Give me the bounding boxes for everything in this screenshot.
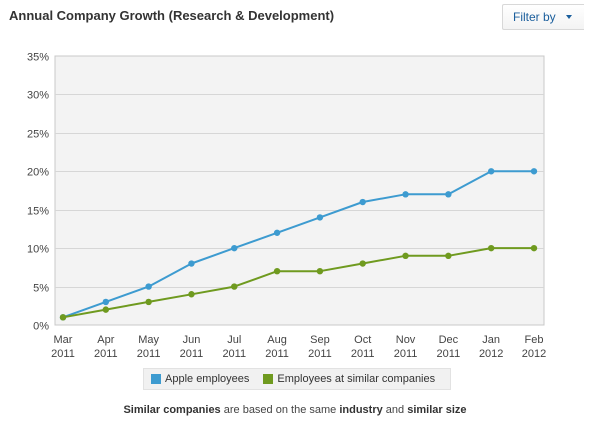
- data-point-0: [487, 168, 495, 175]
- data-point-1: [316, 268, 324, 275]
- plot-area: [54, 55, 545, 326]
- data-point-0: [359, 198, 366, 206]
- data-point-0: [445, 191, 452, 198]
- data-point-1: [273, 268, 281, 275]
- series-line-0: [62, 170, 534, 319]
- x-tick-label-month: Dec: [439, 334, 459, 346]
- x-tick-label-month: Jun: [183, 334, 201, 346]
- x-tick-label-year: 2011: [265, 348, 289, 360]
- x-tick-label-year: 2011: [437, 348, 461, 360]
- caret-down-icon: [565, 15, 572, 19]
- y-tick-label: 10%: [27, 244, 49, 256]
- x-tick-label-month: Mar: [54, 334, 73, 346]
- footnote-text-1: are based on the same: [220, 404, 340, 416]
- y-tick-label: 25%: [27, 129, 49, 141]
- y-tick-label: 20%: [27, 167, 49, 179]
- x-tick-label-year: 2011: [94, 348, 118, 360]
- legend-label-similar: Employees at similar companies: [277, 373, 436, 385]
- y-tick-label: 0%: [33, 321, 49, 333]
- data-point-0: [402, 191, 409, 198]
- x-tick-label-year: 2011: [137, 348, 161, 360]
- x-tick-label-month: Nov: [396, 334, 416, 346]
- footnote-similar-companies: Similar companies: [123, 404, 221, 416]
- data-point-1: [487, 244, 495, 252]
- data-point-1: [188, 291, 195, 298]
- x-tick-label-year: 2011: [222, 348, 246, 360]
- data-point-0: [102, 298, 110, 306]
- filter-by-label: Filter by: [513, 10, 556, 24]
- data-point-0: [231, 244, 238, 252]
- data-point-1: [231, 283, 238, 290]
- x-tick-label-month: Aug: [267, 334, 287, 346]
- data-point-0: [145, 283, 152, 290]
- legend-item-apple[interactable]: Apple employees: [151, 373, 249, 385]
- data-point-1: [359, 260, 366, 267]
- data-point-1: [445, 252, 452, 260]
- data-point-1: [145, 298, 152, 306]
- footnote-text-2: and: [382, 404, 408, 416]
- x-tick-label-month: May: [138, 334, 159, 346]
- chart-legend: Apple employees Employees at similar com…: [143, 368, 451, 390]
- data-point-1: [102, 306, 110, 313]
- data-point-1: [530, 244, 538, 252]
- x-tick-label-year: 2012: [479, 348, 503, 360]
- footnote: Similar companies are based on the same …: [0, 404, 590, 416]
- footnote-industry: industry: [339, 404, 383, 416]
- legend-swatch-apple: [151, 374, 161, 384]
- x-tick-label-month: Jan: [482, 334, 500, 346]
- y-tick-label: 15%: [27, 206, 49, 218]
- filter-by-button[interactable]: Filter by: [502, 4, 584, 30]
- legend-item-similar[interactable]: Employees at similar companies: [263, 373, 435, 385]
- x-tick-label-year: 2011: [51, 348, 75, 360]
- x-tick-label-month: Oct: [354, 334, 371, 346]
- x-tick-label-year: 2011: [180, 348, 204, 360]
- legend-label-apple: Apple employees: [165, 373, 250, 385]
- y-tick-label: 35%: [27, 52, 49, 64]
- x-tick-label-year: 2011: [394, 348, 418, 360]
- x-tick-label-year: 2011: [308, 348, 332, 360]
- x-tick-label-month: Sep: [310, 334, 330, 346]
- data-point-1: [402, 252, 409, 260]
- line-chart: 0% 5% 10% 15% 20% 25% 30% 35% Mar 2011 Apr 2011 May 2…: [27, 52, 546, 361]
- legend-swatch-similar: [263, 374, 274, 384]
- data-point-0: [188, 260, 195, 267]
- data-point-0: [273, 229, 281, 236]
- x-tick-label-month: Apr: [97, 334, 114, 346]
- footnote-similar-size: similar size: [407, 404, 467, 416]
- data-point-0: [316, 214, 324, 221]
- x-tick-label-month: Jul: [227, 334, 241, 346]
- series-line-1: [62, 247, 534, 319]
- y-tick-label: 30%: [27, 90, 49, 102]
- data-point-1: [59, 314, 67, 321]
- chart-title: Annual Company Growth (Research & Develo…: [9, 8, 335, 23]
- x-tick-label-year: 2011: [351, 348, 375, 360]
- y-tick-label: 5%: [33, 283, 49, 295]
- x-tick-label-year: 2012: [522, 348, 546, 360]
- data-point-0: [530, 168, 538, 175]
- x-tick-label-month: Feb: [525, 334, 544, 346]
